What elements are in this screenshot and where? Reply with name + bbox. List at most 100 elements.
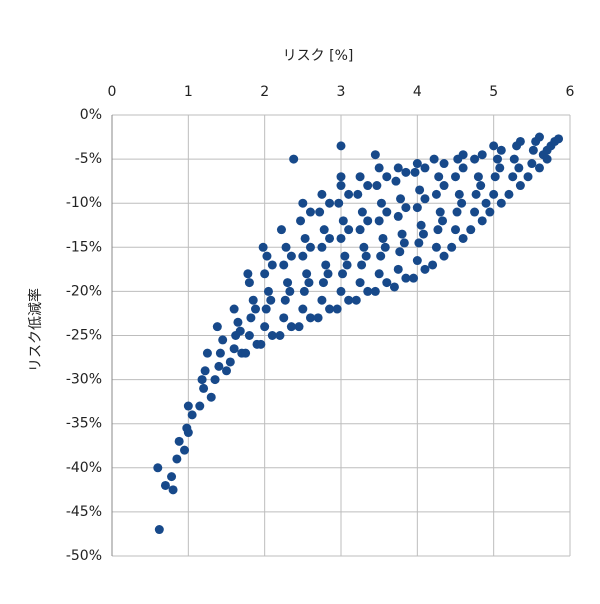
point [466,225,476,235]
point [260,269,270,279]
y-tick-label: -40% [66,460,102,476]
point [300,233,310,243]
point [298,251,308,261]
point [509,154,519,164]
point [363,286,373,296]
point [286,251,296,261]
point [476,181,486,191]
point [477,216,487,226]
point [304,278,314,288]
point [401,167,411,177]
point [299,286,309,296]
point [458,233,468,243]
point [489,141,499,151]
point [451,225,460,235]
point [294,322,304,332]
point [382,278,392,288]
y-tick-label: -15% [66,239,102,255]
point [438,216,448,226]
point [302,269,312,279]
point [215,348,225,358]
point [357,207,367,217]
point [415,185,425,195]
point [321,260,331,270]
point [409,273,419,283]
point [391,176,401,186]
point [355,172,365,182]
point [431,242,441,252]
point [481,198,491,208]
y-tick-label: 0% [80,107,102,123]
point [336,181,346,191]
point [246,313,256,323]
x-tick-label: 3 [337,84,346,100]
point [160,480,170,490]
point [435,207,445,217]
y-tick-label: -50% [66,548,102,564]
point [490,172,500,182]
point [412,203,422,213]
point [317,189,327,199]
y-tick-label: -25% [66,328,102,344]
point [298,304,308,314]
point [542,154,552,164]
point [452,207,462,217]
y-axis-title: リスク低減率 [27,288,44,372]
point [248,295,258,305]
point [195,401,205,411]
point [420,264,430,274]
point [412,159,422,169]
point [244,278,254,288]
y-tick-label: -10% [66,195,102,211]
point [457,198,467,208]
point [397,229,407,239]
point [353,189,363,199]
point [229,304,239,314]
point [325,304,335,314]
point [374,269,384,279]
point [199,383,209,393]
point [319,225,329,235]
point [351,295,361,305]
point [229,344,239,354]
point [279,313,289,323]
y-tick-label: -35% [66,416,102,432]
point [363,216,373,226]
point [382,207,392,217]
point [285,286,295,296]
point [399,238,409,248]
y-tick-label: -5% [75,151,102,167]
point [334,198,344,208]
point [401,273,411,283]
point [243,269,253,279]
point [372,181,382,191]
point [296,216,306,226]
point [492,154,502,164]
point [233,317,243,327]
point [473,172,483,182]
point [485,207,495,217]
point [428,260,438,270]
point [283,278,293,288]
point [260,322,270,332]
point [471,189,481,199]
point [218,335,228,345]
point [276,225,286,235]
point [286,322,296,332]
point [225,357,235,367]
point [180,445,190,455]
point [355,278,365,288]
point [317,295,327,305]
point [212,322,222,332]
y-tick-label: -30% [66,372,102,388]
point [370,286,380,296]
point [258,242,268,252]
point [332,304,342,314]
point [153,463,163,473]
point [235,326,245,336]
point [374,216,384,226]
point [376,198,386,208]
point [508,172,518,182]
point [382,172,392,182]
x-tick-label: 0 [108,84,117,100]
